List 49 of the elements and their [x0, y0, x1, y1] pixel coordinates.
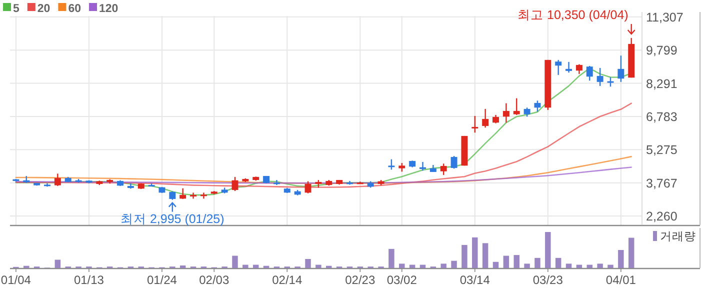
- annotation: 최고 10,350 (04/04): [518, 8, 628, 22]
- x-tick-label: 04/01: [606, 273, 636, 287]
- bar: [180, 265, 186, 268]
- bar: [503, 256, 510, 268]
- legend-label: 5: [13, 3, 20, 15]
- bar: [545, 232, 551, 268]
- bar: [440, 264, 446, 268]
- bar: [54, 260, 61, 268]
- bar: [472, 237, 478, 268]
- bar: [534, 258, 540, 268]
- x-tick-label: 03/14: [460, 273, 490, 287]
- x-tick-label: 01/24: [146, 273, 178, 287]
- bar: [242, 264, 248, 268]
- x-tick-label: 01/04: [0, 273, 32, 287]
- bar: [492, 262, 499, 268]
- y-tick-label: 5,275: [646, 143, 678, 158]
- legend-label: 120: [99, 3, 118, 15]
- y-tick-label: 2,260: [646, 209, 678, 224]
- bar: [608, 264, 614, 268]
- x-tick-label: 03/23: [532, 273, 564, 287]
- legend-label: 60: [68, 3, 81, 15]
- bar: [388, 248, 394, 268]
- x-tick-label: 02/14: [272, 273, 302, 287]
- bar: [566, 264, 572, 268]
- legend-label: 20: [37, 3, 50, 15]
- bar: [232, 256, 238, 268]
- bar: [305, 259, 311, 268]
- x-tick-label: 02/03: [199, 273, 230, 287]
- x-tick-label: 01/13: [74, 273, 104, 287]
- y-tick-label: 3,767: [646, 176, 678, 190]
- x-tick-label: 03/02: [386, 273, 418, 287]
- y-tick-label: 6,783: [646, 110, 678, 124]
- bar: [628, 238, 634, 268]
- bar: [399, 264, 405, 268]
- bar: [597, 264, 603, 268]
- bar: [514, 255, 520, 268]
- bar: [462, 244, 468, 268]
- x-tick-label: 02/23: [345, 273, 376, 287]
- bar: [482, 243, 488, 268]
- bar: [451, 260, 457, 268]
- bar: [555, 258, 562, 268]
- y-tick-label: 9,799: [646, 44, 678, 58]
- bar: [618, 250, 624, 268]
- y-tick-label: 8,291: [646, 76, 678, 91]
- annotation: 최저 2,995 (01/25): [120, 212, 224, 226]
- bar: [316, 264, 322, 268]
- bar: [524, 264, 530, 268]
- y-tick-label: 11,307: [646, 10, 684, 24]
- legend-label: 거래량: [660, 231, 696, 243]
